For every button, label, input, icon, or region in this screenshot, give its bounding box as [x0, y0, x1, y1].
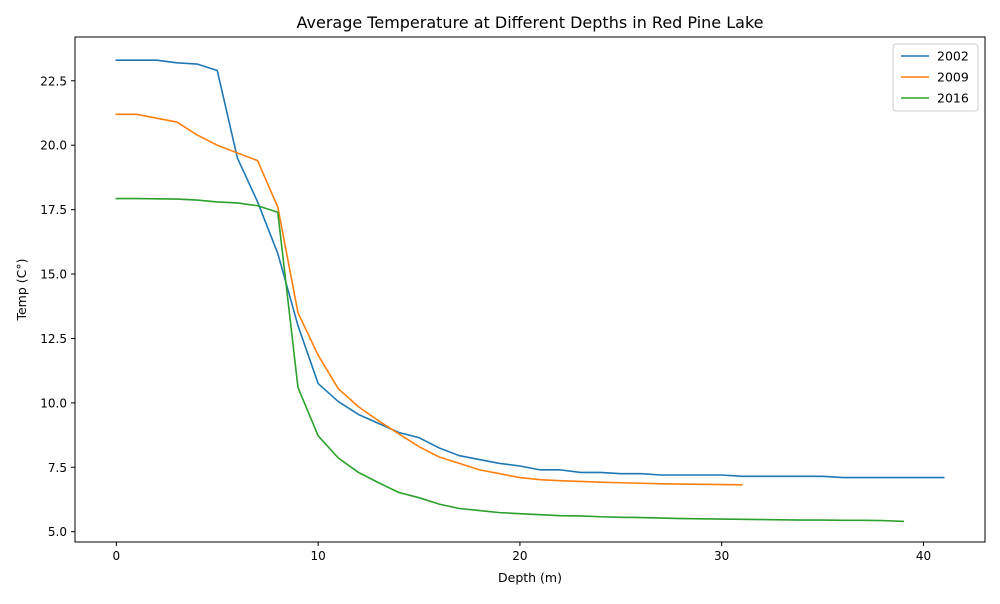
- y-tick-label: 20.0: [40, 139, 67, 153]
- legend-box: [892, 43, 979, 112]
- y-axis-ticks: 5.0 7.5 10.0 12.5 15.0 17.5 20.0 22.5: [40, 74, 75, 539]
- y-tick-label: 17.5: [40, 203, 67, 217]
- y-tick-label: 7.5: [48, 461, 67, 475]
- x-axis-ticks: 0 10 20 30 40: [113, 542, 931, 563]
- chart-title: Average Temperature at Different Depths …: [297, 13, 764, 32]
- legend: 2002 2009 2016: [892, 43, 979, 112]
- y-axis-label: Temp (C°): [14, 258, 29, 321]
- x-axis-label: Depth (m): [498, 570, 562, 585]
- legend-label-2016: 2016: [937, 91, 969, 106]
- legend-label-2002: 2002: [937, 49, 969, 64]
- series-line-2009: [115, 113, 743, 486]
- x-tick-label: 0: [113, 549, 121, 563]
- legend-label-2009: 2009: [937, 70, 969, 85]
- series-line-2016: [115, 197, 905, 523]
- x-tick-label: 30: [714, 549, 729, 563]
- x-tick-label: 20: [512, 549, 527, 563]
- plot-frame: [74, 36, 986, 543]
- y-tick-label: 22.5: [40, 74, 67, 88]
- y-tick-label: 15.0: [40, 268, 67, 282]
- y-tick-label: 5.0: [48, 525, 67, 539]
- x-tick-label: 10: [310, 549, 325, 563]
- x-tick-label: 40: [916, 549, 931, 563]
- series-line-2002: [115, 59, 945, 479]
- y-tick-label: 12.5: [40, 332, 67, 346]
- plot-lines: [115, 59, 945, 523]
- y-tick-label: 10.0: [40, 396, 67, 410]
